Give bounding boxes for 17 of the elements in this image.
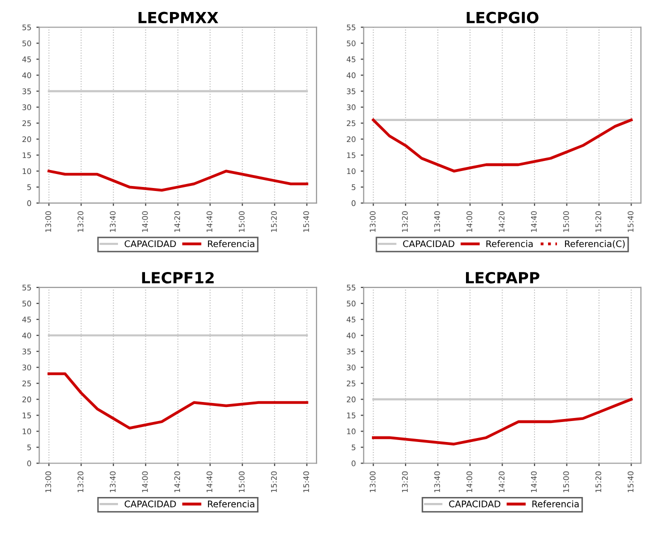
chart-title: LECPGIO (466, 12, 538, 24)
legend-label: CAPACIDAD (403, 240, 454, 248)
legend-label: CAPACIDAD (124, 240, 176, 248)
line-series (372, 118, 633, 172)
line-series (48, 170, 308, 192)
line-series (48, 372, 308, 430)
legend-label: Referencia (532, 500, 579, 508)
legend-label: Referencia (486, 240, 533, 248)
legend-label: CAPACIDAD (449, 500, 500, 508)
chart-title: LECPAPP (466, 272, 540, 284)
legend-label: CAPACIDAD (124, 500, 176, 508)
chart-title: LECPMXX (138, 12, 218, 24)
chart-title: LECPF12 (142, 272, 214, 284)
legend-label: Referencia (208, 500, 254, 508)
legend-label: Referencia(C) (565, 240, 625, 248)
line-series (372, 398, 633, 446)
legend-label: Referencia (208, 240, 254, 248)
